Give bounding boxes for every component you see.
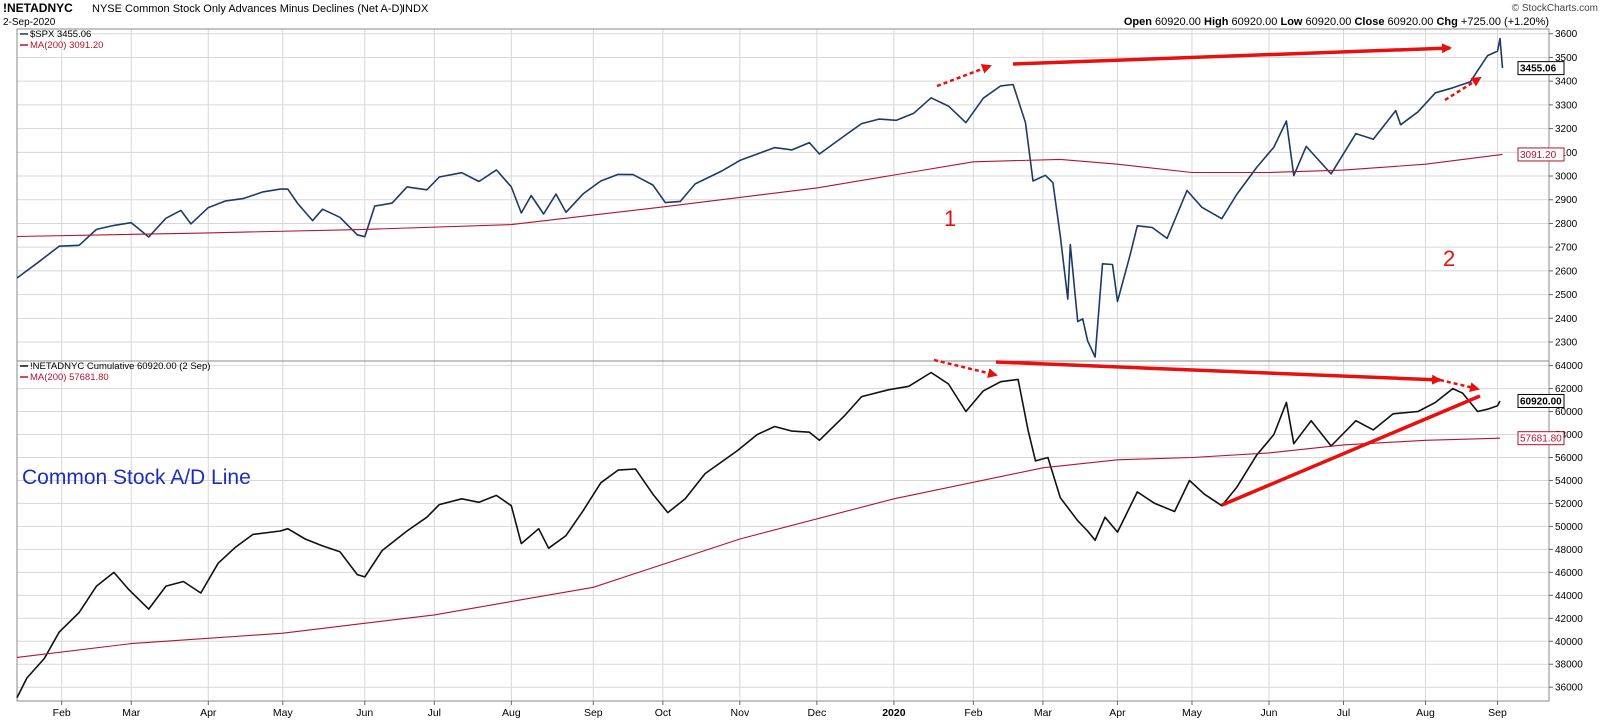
- ad-value-tags: 60920.00 57681.80: [1517, 393, 1565, 446]
- header-date: 2-Sep-2020: [3, 17, 56, 28]
- spx-value-tags: 3455.06 3091.20: [1517, 61, 1565, 162]
- ad-trend-arrow-long: [995, 360, 1442, 385]
- x-tick-label: Feb: [964, 707, 982, 719]
- y-tick-label: 50000: [1555, 522, 1583, 533]
- ad-price-line: [16, 371, 1501, 698]
- value-tag-box: [1517, 61, 1565, 76]
- x-tick-label: May: [273, 707, 294, 719]
- value-tag-label: 3091.20: [1520, 150, 1557, 161]
- x-tick-label: Apr: [200, 707, 217, 719]
- x-tick-label: Oct: [655, 707, 671, 719]
- y-tick-label: 52000: [1555, 499, 1583, 510]
- ad-annotation-label: Common Stock A/D Line: [22, 466, 251, 489]
- annotation-label-1: 1: [944, 206, 956, 231]
- trend-annotations: [933, 43, 1482, 507]
- value-tag-box: [1517, 393, 1565, 408]
- y-tick-label: 64000: [1555, 361, 1583, 372]
- spx-panel: 2300 2400 2500 2600 2700 2800 2900 3000 3100 3200…: [16, 28, 1578, 362]
- y-tick-label: 58000: [1555, 430, 1583, 441]
- y-tick-label: 3100: [1555, 148, 1578, 159]
- value-tag-box: [1517, 147, 1565, 162]
- y-tick-label: 2400: [1555, 314, 1578, 325]
- y-tick-label: 40000: [1555, 637, 1583, 648]
- y-tick-label: 46000: [1555, 568, 1583, 579]
- y-tick-label: 38000: [1555, 660, 1583, 671]
- spx-trend-arrow-long: [1012, 43, 1452, 66]
- x-axis: Feb Mar Apr May Jun Jul Aug Sep Oct Nov Dec 2020 Feb…: [53, 701, 1507, 719]
- ad-grid: [17, 361, 1549, 701]
- x-tick-label: Mar: [122, 707, 141, 719]
- legend-entry: MA(200) 57681.80: [30, 372, 109, 383]
- y-tick-label: 2300: [1555, 338, 1578, 349]
- y-tick-label: 36000: [1555, 683, 1583, 694]
- y-tick-label: 3400: [1555, 77, 1578, 88]
- x-tick-label: Mar: [1034, 707, 1053, 719]
- header-symbol: !NETADNYC: [3, 1, 73, 15]
- x-tick-label: Aug: [1416, 707, 1435, 719]
- x-tick-label: Sep: [584, 707, 603, 719]
- ad-dotted-arrow-left: [933, 358, 998, 378]
- spx-series: [16, 37, 1504, 358]
- header: !NETADNYC NYSE Common Stock Only Advance…: [3, 1, 1598, 28]
- legend-entry: $SPX 3455.06: [30, 29, 91, 40]
- header-ohlc: Open 60920.00 High 60920.00 Low 60920.00…: [1124, 16, 1549, 28]
- y-tick-label: 62000: [1555, 384, 1583, 395]
- ad-plot-frame: [16, 360, 1550, 702]
- y-tick-label: 2700: [1555, 243, 1578, 254]
- x-tick-label: May: [1182, 707, 1203, 719]
- y-tick-label: 2800: [1555, 219, 1578, 230]
- header-description: NYSE Common Stock Only Advances Minus De…: [92, 3, 403, 15]
- header-watermark: © StockCharts.com: [1512, 3, 1598, 14]
- y-tick-label: 3500: [1555, 53, 1578, 64]
- ad-rising-trendline: [1221, 394, 1481, 507]
- ad-legend: !NETADNYC Cumulative 60920.00 (2 Sep)MA(…: [20, 361, 210, 383]
- spx-y-axis: 2300 2400 2500 2600 2700 2800 2900 3000 3100 3200…: [1549, 29, 1578, 349]
- x-tick-label: Dec: [808, 707, 827, 719]
- legend-entry: MA(200) 3091.20: [30, 40, 103, 51]
- value-tag-label: 57681.80: [1520, 434, 1562, 445]
- y-tick-label: 42000: [1555, 614, 1583, 625]
- y-tick-label: 3200: [1555, 124, 1578, 135]
- y-tick-label: 3300: [1555, 100, 1578, 111]
- x-tick-label: Jun: [1261, 707, 1278, 719]
- spx-price-line: [16, 37, 1504, 358]
- ad-y-axis: 36000 38000 40000 42000 44000 46000 48000 50000…: [1549, 361, 1583, 694]
- ad-series: [16, 371, 1501, 698]
- spx-grid: [17, 29, 1549, 361]
- x-tick-label: 2020: [882, 707, 906, 719]
- y-tick-label: 2900: [1555, 195, 1578, 206]
- x-tick-label: Nov: [731, 707, 750, 719]
- x-tick-label: Feb: [53, 707, 71, 719]
- value-tag-box: [1517, 431, 1565, 446]
- y-tick-label: 2600: [1555, 266, 1578, 277]
- y-tick-label: 56000: [1555, 453, 1583, 464]
- y-tick-label: 2500: [1555, 290, 1578, 301]
- y-tick-label: 60000: [1555, 407, 1583, 418]
- y-tick-label: 3000: [1555, 172, 1578, 183]
- annotation-label-2: 2: [1443, 246, 1455, 271]
- ad-panel: 36000 38000 40000 42000 44000 46000 48000 50000…: [16, 360, 1583, 702]
- y-tick-label: 3600: [1555, 29, 1578, 40]
- header-exchange: INDX: [402, 3, 429, 15]
- ad-ma200-line: [16, 437, 1501, 658]
- x-tick-label: Aug: [502, 707, 521, 719]
- y-tick-label: 48000: [1555, 545, 1583, 556]
- spx-dotted-arrow-left: [936, 64, 992, 88]
- x-tick-label: Apr: [1109, 707, 1126, 719]
- spx-ma200-line: [16, 153, 1503, 238]
- x-tick-label: Jul: [428, 707, 441, 719]
- value-tag-label: 60920.00: [1520, 396, 1562, 407]
- y-tick-label: 54000: [1555, 476, 1583, 487]
- ad-dotted-arrow-right: [1439, 378, 1480, 393]
- x-tick-label: Sep: [1488, 707, 1507, 719]
- y-tick-label: 44000: [1555, 591, 1583, 602]
- x-tick-label: Jun: [356, 707, 373, 719]
- spx-plot-frame: [16, 28, 1550, 362]
- legend-entry: !NETADNYC Cumulative 60920.00 (2 Sep): [30, 361, 210, 372]
- value-tag-label: 3455.06: [1520, 64, 1557, 75]
- x-tick-label: Jul: [1337, 707, 1350, 719]
